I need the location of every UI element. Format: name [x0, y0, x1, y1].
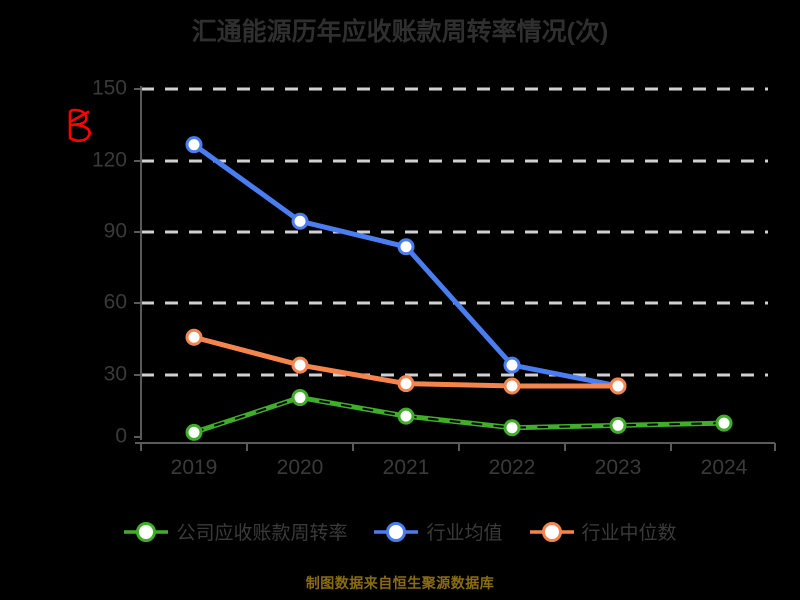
- data-point[interactable]: [715, 414, 733, 432]
- chart-legend: 公司应收账款周转率 行业均值 行业中位数: [0, 518, 800, 545]
- x-tick-label-2023: 2023: [595, 456, 642, 479]
- data-point[interactable]: [397, 375, 415, 393]
- legend-item-industry-mean[interactable]: 行业均值: [373, 518, 503, 545]
- x-axis: 2019 2020 2021 2022 2023 2024: [135, 442, 776, 479]
- y-tick-label-30: 30: [104, 363, 127, 386]
- data-point[interactable]: [397, 238, 415, 256]
- y-tick-label-120: 120: [92, 149, 127, 172]
- y-axis: 150 120 90 60 30 0: [92, 77, 142, 448]
- series-line: [191, 142, 621, 389]
- y-tick-label-0: 0: [115, 425, 127, 448]
- data-point[interactable]: [503, 419, 521, 437]
- data-point[interactable]: [185, 328, 203, 346]
- series-line-dash-overlay: [193, 396, 725, 434]
- series-行业中位数: [185, 328, 627, 395]
- data-point[interactable]: [503, 356, 521, 374]
- data-point[interactable]: [185, 423, 203, 441]
- red-handwritten-annotation: [68, 108, 91, 143]
- chart-title: 汇通能源历年应收账款周转率情况(次): [191, 18, 609, 46]
- chart-plot-area: 150 120 90 60 30 0 2019 2020 2021 2022 2…: [68, 77, 776, 479]
- gridlines: [141, 87, 768, 377]
- legend-item-company[interactable]: 公司应收账款周转率: [123, 518, 347, 545]
- data-point[interactable]: [609, 377, 627, 395]
- data-point[interactable]: [291, 389, 309, 407]
- x-tick-label-2024: 2024: [701, 456, 748, 479]
- series-line: [191, 395, 727, 435]
- data-point[interactable]: [185, 136, 203, 154]
- legend-label-industry-median: 行业中位数: [581, 523, 677, 544]
- series-公司应收账款周转率: [185, 389, 733, 441]
- legend-label-company: 公司应收账款周转率: [176, 523, 348, 544]
- y-tick-label-60: 60: [104, 291, 127, 314]
- x-tick-label-2019: 2019: [171, 456, 218, 479]
- x-tick-label-2021: 2021: [383, 456, 430, 479]
- x-tick-label-2020: 2020: [277, 456, 324, 479]
- legend-marker-industry-median: [529, 521, 574, 542]
- data-point[interactable]: [609, 416, 627, 434]
- legend-item-industry-median[interactable]: 行业中位数: [529, 518, 677, 545]
- data-series-layer: [185, 136, 733, 441]
- data-point[interactable]: [291, 356, 309, 374]
- data-point[interactable]: [397, 407, 415, 425]
- y-tick-label-150: 150: [92, 77, 127, 100]
- footer-source-note: 制图数据来自恒生聚源数据库: [305, 575, 495, 591]
- data-point[interactable]: [503, 377, 521, 395]
- y-tick-label-90: 90: [104, 220, 127, 243]
- legend-marker-industry-mean: [374, 521, 419, 542]
- data-point[interactable]: [291, 212, 309, 230]
- x-tick-label-2022: 2022: [489, 456, 536, 479]
- legend-label-industry-mean: 行业均值: [426, 523, 503, 544]
- legend-marker-company: [124, 521, 169, 542]
